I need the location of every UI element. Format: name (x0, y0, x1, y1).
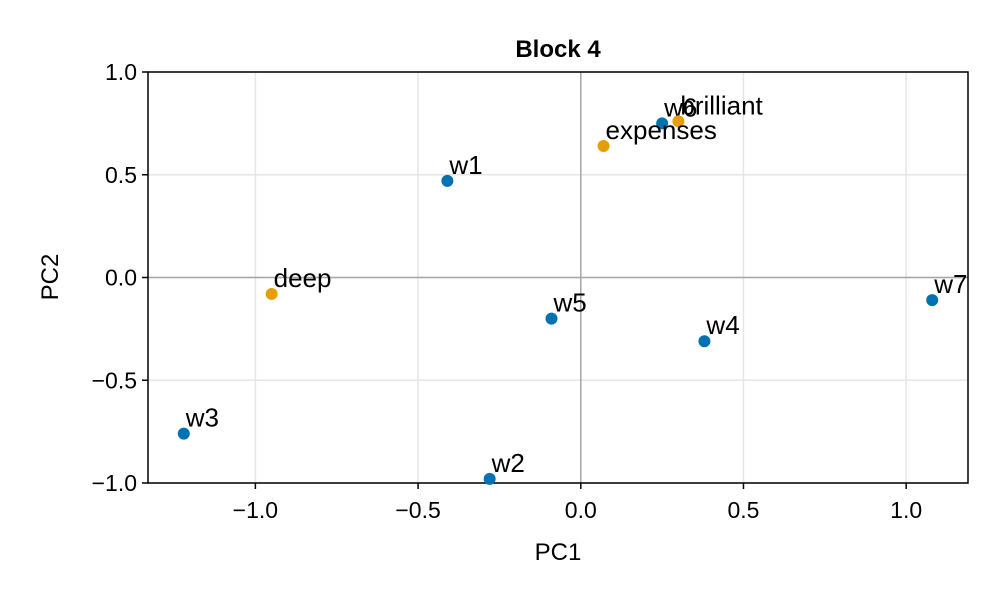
point-w5 (545, 312, 558, 325)
point-label-w3: w3 (185, 403, 219, 433)
x-axis-label: PC1 (535, 539, 582, 566)
x-tick-label: −1.0 (233, 497, 278, 523)
point-w1 (441, 174, 454, 187)
point-label-w7: w7 (933, 269, 967, 299)
point-w6 (656, 117, 669, 130)
y-tick-label: 1.0 (105, 59, 137, 85)
y-axis-label: PC2 (37, 254, 64, 301)
y-axis: −1.0 −0.5 0.0 0.5 1.0 (92, 59, 148, 496)
point-label-w4: w4 (705, 310, 739, 340)
point-label-w5: w5 (552, 288, 586, 318)
point-label-deep: deep (274, 263, 332, 293)
point-label-brilliant: brilliant (680, 90, 763, 120)
x-tick-label: 0.5 (727, 497, 759, 523)
x-tick-label: 1.0 (890, 497, 922, 523)
point-w2 (483, 472, 496, 485)
point-label-w1: w1 (448, 150, 482, 180)
y-tick-label: −1.0 (92, 470, 137, 496)
zero-lines (148, 72, 968, 483)
chart-title: Block 4 (515, 36, 601, 63)
point-label-w2: w2 (491, 448, 525, 478)
y-tick-label: 0.5 (105, 162, 137, 188)
point-w3 (177, 427, 190, 440)
point-deep (265, 287, 278, 300)
y-tick-label: −0.5 (92, 367, 137, 393)
point-brilliant (672, 115, 685, 128)
point-w7 (926, 294, 939, 307)
point-w4 (698, 335, 711, 348)
point-expenses (597, 139, 610, 152)
x-tick-label: −0.5 (395, 497, 440, 523)
point-label-expenses: expenses (606, 115, 717, 145)
x-tick-label: 0.0 (565, 497, 597, 523)
y-tick-label: 0.0 (105, 265, 137, 291)
x-axis: −1.0 −0.5 0.0 0.5 1.0 (233, 483, 922, 523)
